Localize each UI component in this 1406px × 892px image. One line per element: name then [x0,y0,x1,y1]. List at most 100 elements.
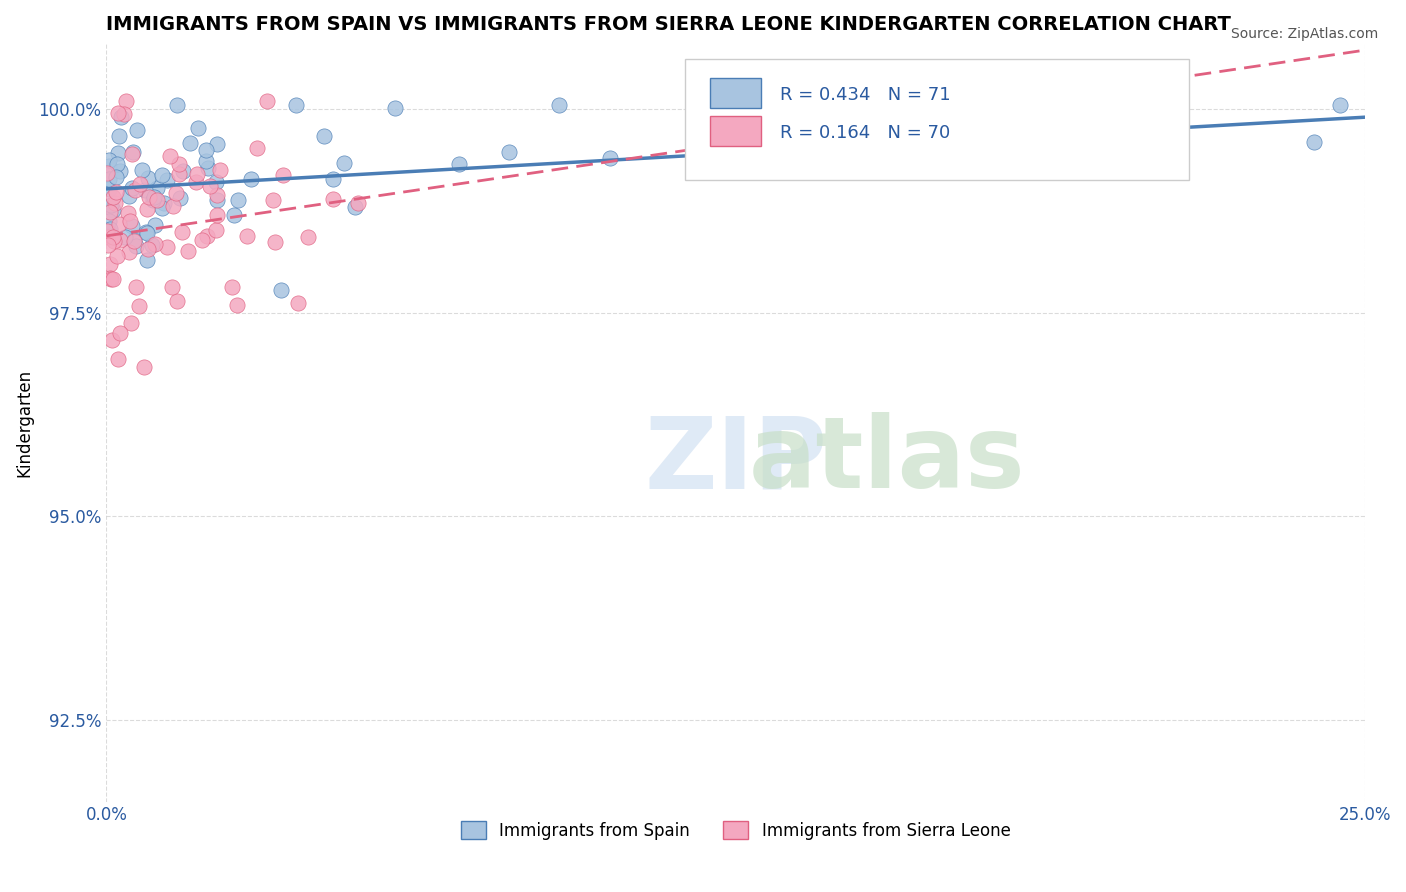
Legend: Immigrants from Spain, Immigrants from Sierra Leone: Immigrants from Spain, Immigrants from S… [454,814,1017,847]
Immigrants from Spain [270,284,292,298]
Immigrants from Sierra Leone [98,205,121,219]
Immigrants from Sierra Leone [129,177,152,191]
Immigrants from Spain [322,172,344,186]
Immigrants from Spain [900,98,922,112]
Immigrants from Sierra Leone [146,193,169,207]
Immigrants from Spain [498,145,520,159]
Immigrants from Spain [333,155,356,169]
Immigrants from Sierra Leone [124,183,146,197]
Immigrants from Sierra Leone [236,229,259,244]
Immigrants from Spain [447,157,470,171]
Immigrants from Sierra Leone [108,217,131,231]
Immigrants from Spain [127,122,149,136]
Immigrants from Spain [172,163,194,178]
Immigrants from Sierra Leone [169,167,191,181]
Immigrants from Spain [122,145,145,159]
Immigrants from Sierra Leone [104,195,127,210]
Immigrants from Sierra Leone [120,214,142,228]
Immigrants from Sierra Leone [97,238,120,252]
Immigrants from Spain [134,183,156,197]
Immigrants from Spain [105,157,128,171]
Immigrants from Sierra Leone [347,196,370,211]
Immigrants from Sierra Leone [191,233,214,247]
FancyBboxPatch shape [710,78,761,108]
Text: R = 0.164   N = 70: R = 0.164 N = 70 [779,123,950,142]
Immigrants from Spain [179,136,201,150]
Immigrants from Sierra Leone [128,299,150,313]
Immigrants from Sierra Leone [101,230,124,244]
Immigrants from Spain [224,208,246,222]
Immigrants from Sierra Leone [124,280,146,294]
Immigrants from Spain [107,145,129,160]
Immigrants from Spain [150,168,173,182]
Immigrants from Sierra Leone [226,298,249,312]
Immigrants from Spain [135,225,157,239]
Immigrants from Sierra Leone [256,94,278,108]
Text: Source: ZipAtlas.com: Source: ZipAtlas.com [1230,27,1378,41]
Immigrants from Spain [226,193,249,207]
Immigrants from Sierra Leone [117,206,139,220]
Immigrants from Sierra Leone [221,280,243,294]
Immigrants from Spain [98,159,121,173]
Immigrants from Spain [98,224,121,238]
Immigrants from Sierra Leone [262,193,284,207]
Immigrants from Sierra Leone [107,105,129,120]
Immigrants from Spain [284,98,307,112]
Immigrants from Spain [204,175,226,189]
Immigrants from Sierra Leone [166,293,188,308]
Immigrants from Spain [1329,98,1351,112]
Immigrants from Sierra Leone [170,225,193,239]
Immigrants from Spain [384,101,406,115]
Immigrants from Spain [136,170,159,185]
Immigrants from Sierra Leone [108,233,131,247]
Immigrants from Spain [101,203,124,218]
Immigrants from Sierra Leone [105,186,128,200]
Immigrants from Sierra Leone [186,167,208,181]
Immigrants from Sierra Leone [96,224,118,238]
Immigrants from Spain [1152,136,1174,151]
Immigrants from Spain [187,121,209,136]
Immigrants from Sierra Leone [160,280,183,294]
Immigrants from Spain [125,238,148,252]
Immigrants from Sierra Leone [205,208,228,222]
Immigrants from Spain [699,165,721,179]
Immigrants from Spain [97,172,120,186]
Immigrants from Sierra Leone [246,141,269,155]
Immigrants from Spain [599,151,621,165]
Immigrants from Sierra Leone [98,271,121,285]
Immigrants from Sierra Leone [103,234,125,248]
Immigrants from Spain [110,111,132,125]
Immigrants from Spain [343,200,366,214]
Immigrants from Spain [142,190,165,204]
Immigrants from Spain [97,182,120,196]
Immigrants from Spain [195,143,218,157]
Immigrants from Sierra Leone [264,235,287,249]
Immigrants from Sierra Leone [108,326,131,340]
Immigrants from Spain [118,189,141,203]
Immigrants from Sierra Leone [186,175,208,189]
Immigrants from Sierra Leone [107,352,129,367]
Immigrants from Sierra Leone [287,295,309,310]
Immigrants from Sierra Leone [96,166,118,180]
Immigrants from Sierra Leone [159,148,181,162]
Immigrants from Sierra Leone [97,229,120,244]
Immigrants from Sierra Leone [271,169,294,183]
Immigrants from Sierra Leone [205,187,228,202]
Immigrants from Spain [800,145,823,160]
Immigrants from Sierra Leone [138,190,160,204]
Immigrants from Spain [197,161,219,175]
Immigrants from Sierra Leone [124,234,146,248]
Immigrants from Sierra Leone [167,157,190,171]
Immigrants from Spain [205,137,228,152]
Immigrants from Spain [136,226,159,240]
Immigrants from Sierra Leone [209,163,232,178]
Text: ZIP: ZIP [644,412,827,509]
Immigrants from Spain [121,219,143,233]
Immigrants from Spain [97,214,120,228]
Immigrants from Spain [131,163,153,178]
Immigrants from Spain [314,128,336,143]
Immigrants from Spain [145,180,167,194]
Immigrants from Spain [104,169,127,184]
FancyBboxPatch shape [710,116,761,146]
Immigrants from Sierra Leone [98,257,121,271]
